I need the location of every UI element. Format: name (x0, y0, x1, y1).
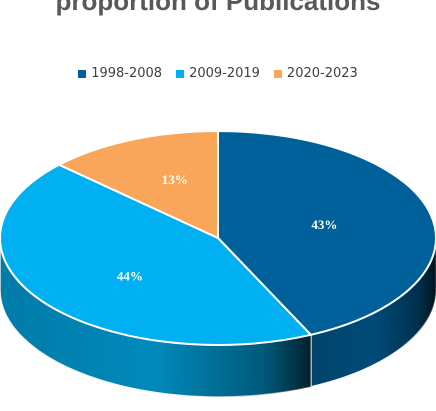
pie-slice-1998-2008 (217, 129, 436, 336)
legend-item-1998-2008: 1998-2008 (78, 66, 162, 81)
pie-slice-2009-2019 (0, 163, 313, 346)
legend-label-2009-2019: 2009-2019 (189, 66, 260, 81)
legend-item-2020-2023: 2020-2023 (273, 66, 358, 81)
pie-slice-2020-2023 (56, 129, 219, 240)
pie-labels: 43% 44% 13% (117, 172, 338, 284)
pie-tops (0, 129, 436, 346)
slice-label-2009-2019: 44% (117, 269, 143, 284)
legend-label-1998-2008: 1998-2008 (91, 66, 163, 81)
chart-title: proportion of Publications (55, 0, 381, 16)
legend-swatch-1998-2008 (78, 69, 87, 78)
chart-legend: 1998-2008 2009-2019 2020-2023 (0, 66, 436, 81)
slice-label-1998-2008: 43% (311, 217, 337, 232)
legend-swatch-2020-2023 (273, 69, 282, 78)
legend-label-2020-2023: 2020-2023 (286, 66, 358, 81)
legend-swatch-2009-2019 (176, 69, 185, 78)
slice-label-2020-2023: 13% (162, 172, 188, 187)
pie-side-shading-2009-2019 (0, 238, 311, 397)
pie-side-shading-1998-2008 (310, 238, 436, 387)
legend-item-2009-2019: 2009-2019 (176, 66, 260, 81)
